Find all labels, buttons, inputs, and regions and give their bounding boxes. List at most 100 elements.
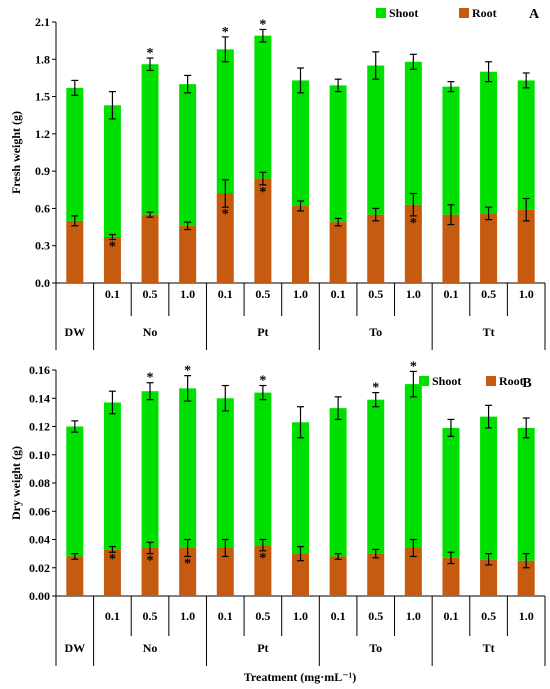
legend-label-shoot: Shoot bbox=[432, 374, 461, 388]
bar-root bbox=[367, 214, 385, 283]
y-tick-label: 0.02 bbox=[29, 561, 50, 575]
bar-root bbox=[254, 178, 272, 283]
group-label: To bbox=[369, 325, 382, 339]
x-tick-label: 0.5 bbox=[481, 287, 496, 301]
x-tick-label: 1.0 bbox=[293, 609, 308, 623]
x-tick-label: 0.1 bbox=[443, 287, 458, 301]
bar-shoot bbox=[517, 80, 535, 210]
shoot-significance-mark: * bbox=[147, 46, 154, 61]
bar-root bbox=[329, 556, 347, 596]
bar-shoot bbox=[66, 87, 84, 221]
y-tick-label: 2.1 bbox=[35, 15, 50, 29]
x-tick-label: 1.0 bbox=[180, 609, 195, 623]
root-significance-mark: * bbox=[147, 554, 154, 569]
legend-swatch-root bbox=[459, 8, 469, 18]
legend-label-root: Root bbox=[499, 374, 524, 388]
shoot-significance-mark: * bbox=[259, 374, 266, 389]
bar-shoot bbox=[367, 399, 385, 554]
legend-swatch-shoot bbox=[419, 376, 429, 386]
bar-root bbox=[66, 556, 84, 596]
y-tick-label: 0.10 bbox=[29, 448, 50, 462]
bar-root bbox=[141, 214, 159, 283]
x-tick-label: 0.1 bbox=[218, 609, 233, 623]
shoot-significance-mark: * bbox=[372, 381, 379, 396]
bar-shoot bbox=[480, 416, 498, 560]
panel-label: A bbox=[529, 7, 540, 22]
bar-shoot bbox=[292, 422, 309, 554]
x-tick-label: DW bbox=[64, 325, 85, 339]
x-tick-label: 0.1 bbox=[105, 609, 120, 623]
bar-root bbox=[292, 205, 309, 283]
x-tick-label: 0.5 bbox=[368, 287, 383, 301]
shoot-significance-mark: * bbox=[259, 17, 266, 32]
x-tick-label: DW bbox=[64, 641, 85, 655]
legend-swatch-shoot bbox=[376, 8, 386, 18]
bar-shoot bbox=[179, 84, 197, 226]
bar-root bbox=[254, 545, 272, 596]
y-tick-label: 0.16 bbox=[29, 363, 50, 377]
bar-shoot bbox=[329, 85, 347, 223]
y-tick-label: 1.2 bbox=[35, 127, 50, 141]
x-tick-label: 0.5 bbox=[368, 609, 383, 623]
x-tick-label: 0.1 bbox=[331, 609, 346, 623]
y-tick-label: 0.0 bbox=[35, 276, 50, 290]
bar-shoot bbox=[179, 388, 197, 548]
y-tick-label: 0.14 bbox=[29, 391, 50, 405]
bar-root bbox=[442, 214, 460, 283]
bar-root bbox=[480, 559, 498, 596]
x-tick-label: 1.0 bbox=[180, 287, 195, 301]
y-tick-label: 0.00 bbox=[29, 589, 50, 603]
bar-root bbox=[367, 553, 385, 596]
root-significance-mark: * bbox=[259, 551, 266, 566]
bar-shoot bbox=[480, 71, 498, 214]
bar-shoot bbox=[141, 64, 159, 215]
x-tick-label: 1.0 bbox=[293, 287, 308, 301]
bar-root bbox=[517, 560, 535, 596]
x-tick-label: 1.0 bbox=[406, 287, 421, 301]
shoot-significance-mark: * bbox=[410, 359, 417, 374]
legend: Shoot Root bbox=[419, 374, 524, 388]
root-significance-mark: * bbox=[259, 185, 266, 200]
bar-root bbox=[404, 204, 422, 283]
shoot-significance-mark: * bbox=[147, 371, 154, 386]
group-label: Pt bbox=[257, 641, 268, 655]
group-label: To bbox=[369, 641, 382, 655]
chart-panel-A: 0.0 0.3 0.6 0.9 1.2 1.5 1.8 2.1 Fresh weight (g)… bbox=[9, 6, 546, 350]
bar-shoot bbox=[103, 402, 121, 550]
legend-label-shoot: Shoot bbox=[389, 6, 418, 20]
shoot-significance-mark: * bbox=[184, 364, 191, 379]
bar-shoot bbox=[292, 80, 309, 206]
bar-root bbox=[404, 547, 422, 596]
group-label: Tt bbox=[483, 325, 495, 339]
bar-shoot bbox=[404, 61, 422, 205]
y-tick-label: 1.5 bbox=[35, 90, 50, 104]
bar-shoot bbox=[141, 391, 159, 548]
root-significance-mark: * bbox=[222, 207, 229, 222]
x-tick-label: 0.5 bbox=[143, 287, 158, 301]
y-tick-label: 0.6 bbox=[35, 201, 50, 215]
bar-root bbox=[103, 237, 121, 283]
panel-label: B bbox=[522, 376, 531, 391]
bar-shoot bbox=[404, 384, 422, 548]
bar-shoot bbox=[517, 427, 535, 561]
bar-root bbox=[442, 557, 460, 596]
bar-root bbox=[329, 222, 347, 283]
x-axis-label: Treatment (mg·mL⁻¹) bbox=[244, 670, 356, 684]
y-axis-label: Dry weight (g) bbox=[9, 446, 23, 520]
bar-shoot bbox=[254, 392, 272, 546]
y-axis-label: Fresh weight (g) bbox=[9, 111, 23, 194]
bar-root bbox=[292, 553, 309, 596]
bar-shoot bbox=[329, 408, 347, 557]
bar-shoot bbox=[66, 426, 84, 557]
bar-root bbox=[480, 213, 498, 283]
x-tick-label: 0.1 bbox=[105, 287, 120, 301]
x-tick-label: 0.1 bbox=[443, 609, 458, 623]
x-tick-label: 1.0 bbox=[519, 609, 534, 623]
x-tick-label: 0.5 bbox=[481, 609, 496, 623]
y-tick-label: 0.08 bbox=[29, 476, 50, 490]
group-label: No bbox=[143, 641, 158, 655]
bar-shoot bbox=[442, 427, 460, 558]
root-significance-mark: * bbox=[109, 552, 116, 567]
